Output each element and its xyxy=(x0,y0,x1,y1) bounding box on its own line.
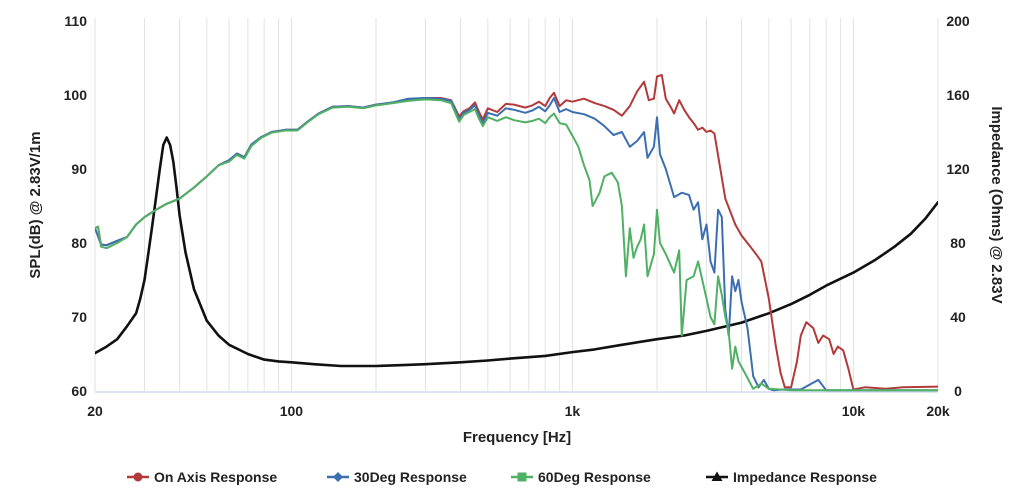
y-left-tick-label: 70 xyxy=(71,309,87,325)
x-axis-title: Frequency [Hz] xyxy=(463,429,571,446)
x-tick-label: 1k xyxy=(565,403,581,419)
legend-item[interactable]: 60Deg Response xyxy=(511,469,651,485)
y-right-tick-label: 40 xyxy=(950,309,966,325)
y-left-tick-label: 90 xyxy=(71,161,87,177)
y-left-tick-label: 60 xyxy=(71,383,87,399)
legend-label: Impedance Response xyxy=(733,469,877,485)
legend-item[interactable]: Impedance Response xyxy=(706,469,877,485)
legend-label: 60Deg Response xyxy=(538,469,651,485)
y-right-tick-label: 80 xyxy=(950,235,966,251)
legend: On Axis Response 30Deg Response 60Deg Resp… xyxy=(127,469,877,485)
grid-lines xyxy=(94,18,939,391)
y-right-tick-label: 160 xyxy=(946,87,970,103)
legend-label: On Axis Response xyxy=(154,469,277,485)
legend-marker-diamond xyxy=(333,472,343,482)
x-tick-labels: 20 100 1k 10k 20k xyxy=(87,403,950,419)
x-tick-label: 20 xyxy=(87,403,103,419)
legend-marker-triangle xyxy=(711,471,723,481)
y-right-tick-label: 120 xyxy=(946,161,970,177)
y-right-axis-title: Impedance (Ohms) @ 2.83V xyxy=(988,106,1005,303)
y-left-tick-labels: 60 70 80 90 100 110 xyxy=(64,13,88,399)
y-left-tick-label: 80 xyxy=(71,235,87,251)
legend-label: 30Deg Response xyxy=(354,469,467,485)
x-tick-label: 20k xyxy=(926,403,950,419)
legend-item[interactable]: 30Deg Response xyxy=(327,469,467,485)
x-tick-label: 100 xyxy=(280,403,304,419)
y-left-tick-label: 100 xyxy=(64,87,88,103)
y-left-axis-title: SPL(dB) @ 2.83V/1m xyxy=(27,131,44,278)
plot-area xyxy=(95,74,938,392)
legend-marker-circle xyxy=(133,472,143,482)
y-right-tick-label: 0 xyxy=(954,383,962,399)
y-left-tick-label: 110 xyxy=(64,13,87,29)
x-tick-label: 10k xyxy=(842,403,866,419)
y-right-tick-label: 200 xyxy=(946,13,970,29)
legend-item[interactable]: On Axis Response xyxy=(127,469,277,485)
series-line-60deg-response xyxy=(95,98,938,392)
legend-marker-square xyxy=(517,472,527,482)
y-right-tick-labels: 0 40 80 120 160 200 xyxy=(946,13,970,399)
